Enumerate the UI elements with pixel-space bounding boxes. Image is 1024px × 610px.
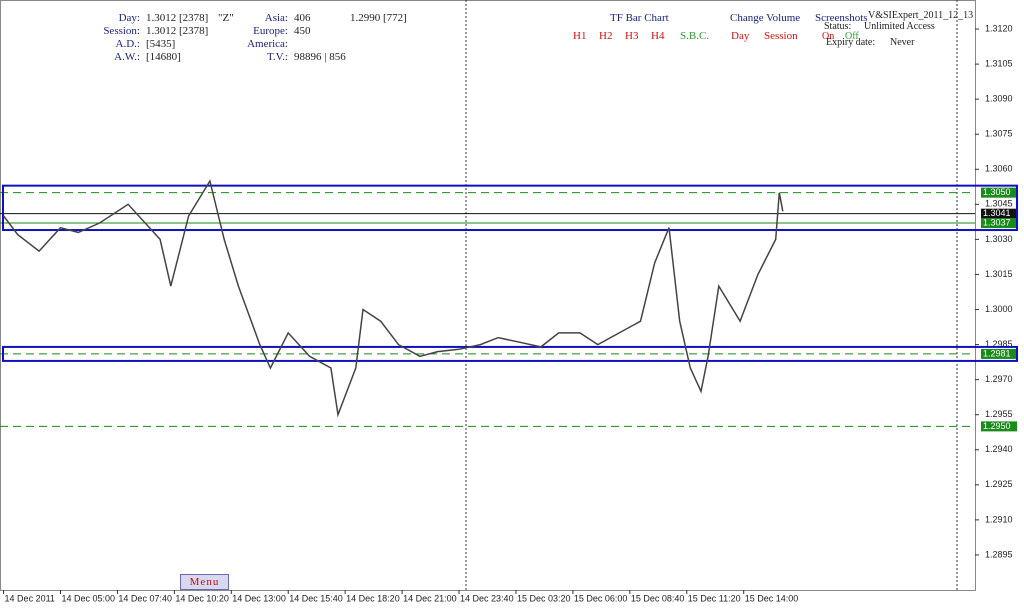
y-tick-label: 1.3015 [985,269,1013,279]
value: 98896 | 856 [294,51,346,63]
button[interactable]: Day [731,30,750,42]
button[interactable]: S.B.C. [680,30,710,42]
y-tick-label: 1.3030 [985,234,1013,244]
zone-box [2,345,1018,362]
y-tick-label: 1.3045 [985,199,1013,209]
button[interactable]: H1 [573,30,587,42]
button[interactable]: On [822,31,835,42]
level-tag [981,208,1017,219]
x-tick-label: 14 Dec 07:40 [118,593,172,603]
x-tick-label: 14 Dec 13:00 [232,593,286,603]
y-tick-label: 1.2940 [985,444,1013,454]
x-tick-label: 14 Dec 21:00 [403,593,457,603]
value: [5435] [146,38,176,50]
x-tick-label: 15 Dec 03:20 [517,593,571,603]
y-tick-label: 1.3120 [985,23,1013,33]
x-tick-label: 14 Dec 10:20 [175,593,229,603]
level-label: 1.3037 [983,217,1011,227]
y-tick-label: 1.2925 [985,479,1013,489]
value: [14680] [146,51,181,63]
expert-name: V&SIExpert_2011_12_13 [868,10,974,21]
label: Day: [118,12,140,24]
button[interactable]: H4 [651,30,665,42]
x-tick-label: 14 Dec 2011 [5,593,55,603]
level-tag [981,187,1017,198]
value: Unlimited Access [864,21,935,32]
level-tag [981,348,1017,359]
button[interactable]: Off [845,31,859,42]
zone-box [2,184,1018,232]
label: Europe: [253,25,288,37]
y-tick-label: 1.3075 [985,129,1013,139]
y-tick-label: 1.2910 [985,514,1013,524]
value: 406 [294,12,311,24]
value: 450 [294,25,311,37]
label: America: [247,38,288,50]
x-tick-label: 14 Dec 18:20 [346,593,400,603]
label: A.D.: [115,38,140,50]
label: Session: [103,25,140,37]
level-label: 1.3050 [983,187,1011,197]
button[interactable]: H2 [599,30,613,42]
menu-button[interactable]: Menu [180,574,229,590]
y-tick-label: 1.3000 [985,304,1013,314]
y-tick-label: 1.2955 [985,409,1013,419]
plot-frame [0,0,976,591]
label: Asia: [264,12,288,24]
level-label: 1.2950 [983,421,1011,431]
y-tick-label: 1.2895 [985,549,1013,559]
y-tick-label: 1.3060 [985,164,1013,174]
value: "Z" [218,12,234,24]
panel-title: Change Volume [730,12,801,24]
y-tick-label: 1.2970 [985,374,1013,384]
value: Never [890,37,915,48]
x-tick-label: 14 Dec 05:00 [61,593,115,603]
x-tick-label: 14 Dec 23:40 [460,593,514,603]
y-tick-label: 1.3090 [985,94,1013,104]
button[interactable]: Session [764,30,798,42]
x-tick-label: 15 Dec 14:00 [745,593,799,603]
button[interactable]: H3 [625,30,639,42]
label: T.V.: [267,51,288,63]
panel-title: TF Bar Chart [610,12,669,24]
x-tick-label: 15 Dec 11:20 [688,593,741,603]
x-tick-label: 15 Dec 06:00 [574,593,628,603]
x-tick-label: 14 Dec 15:40 [289,593,343,603]
x-tick-label: 15 Dec 08:40 [631,593,685,603]
button[interactable]: Screenshots [815,12,868,24]
value: 1.3012 [2378] [146,12,209,24]
level-tag [981,421,1017,432]
label: A.W.: [114,51,140,63]
value: 1.2990 [772] [350,12,407,24]
y-tick-label: 1.2985 [985,339,1013,349]
level-tag [981,218,1017,229]
price-line [3,179,784,418]
value: 1.3012 [2378] [146,25,209,37]
label: Expiry date: [826,37,876,48]
level-label: 1.3041 [983,208,1011,218]
y-tick-label: 1.3105 [985,58,1013,68]
label: Status: [824,21,852,32]
level-label: 1.2981 [983,348,1011,358]
